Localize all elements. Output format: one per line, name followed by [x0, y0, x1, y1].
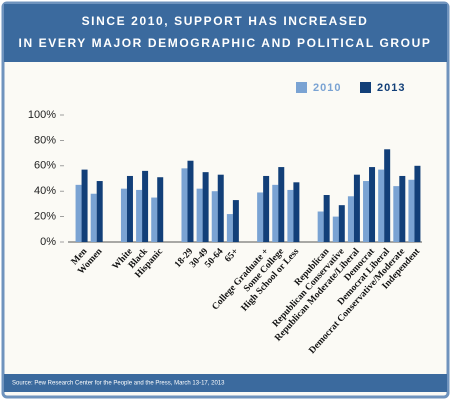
title-band [4, 4, 447, 62]
bar [96, 181, 103, 242]
bar [287, 189, 294, 242]
bar [136, 189, 143, 242]
bar [393, 186, 400, 242]
bar [414, 165, 421, 242]
legend-swatch [296, 82, 307, 93]
legend-swatch [360, 82, 371, 93]
bar [378, 169, 385, 242]
bar [142, 170, 149, 242]
bar [81, 169, 88, 242]
bar [408, 179, 415, 242]
y-tick-label: 20% [34, 211, 56, 223]
bar [126, 175, 133, 242]
bar [317, 211, 324, 242]
bar [263, 175, 270, 242]
bar [399, 175, 406, 242]
chart-title: IN EVERY MAJOR DEMOGRAPHIC AND POLITICAL… [19, 36, 432, 50]
legend-label: 2013 [377, 82, 405, 94]
bar [181, 168, 188, 242]
bar [293, 182, 300, 242]
bar [226, 214, 233, 242]
bar [332, 216, 339, 242]
bar [120, 188, 127, 242]
bar [257, 192, 264, 242]
chart-title: SINCE 2010, SUPPORT HAS INCREASED [82, 14, 369, 28]
bar [202, 172, 209, 242]
y-tick-label: 100% [28, 109, 56, 121]
bar [211, 191, 218, 242]
y-tick-label: 40% [34, 185, 56, 197]
source: Source: Pew Research Center for the Peop… [12, 381, 225, 387]
bar [353, 174, 360, 242]
y-tick-label: 0% [40, 236, 56, 248]
bar [196, 188, 203, 242]
bar [369, 167, 376, 242]
bar [363, 181, 370, 242]
bar [232, 200, 239, 242]
bar [157, 177, 164, 242]
bar [90, 193, 97, 242]
bar [338, 205, 345, 242]
bar [151, 197, 158, 242]
source-band [4, 374, 447, 392]
bar [217, 174, 224, 242]
legend-label: 2010 [313, 82, 341, 94]
bar [347, 196, 354, 242]
bar [75, 184, 82, 242]
bar [323, 195, 330, 242]
y-tick-label: 60% [34, 160, 56, 172]
bar [278, 167, 285, 242]
bar [272, 184, 279, 242]
bar [187, 160, 194, 242]
y-tick-label: 80% [34, 134, 56, 146]
bar [384, 149, 391, 242]
